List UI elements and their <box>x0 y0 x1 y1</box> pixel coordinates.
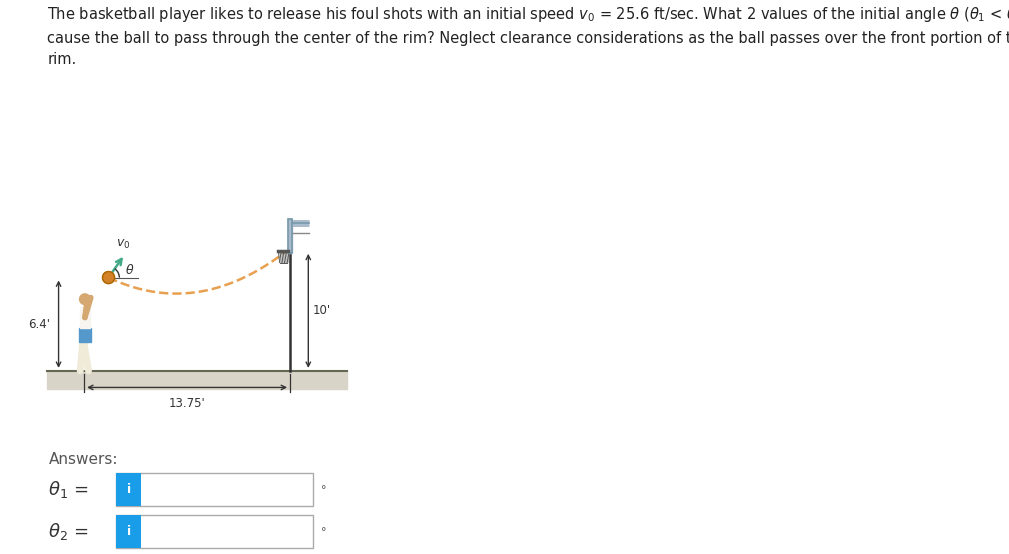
Text: i: i <box>126 525 131 538</box>
Text: 10': 10' <box>313 304 330 317</box>
Bar <box>288 219 292 253</box>
Text: $\theta_2$ =: $\theta_2$ = <box>48 521 89 542</box>
FancyBboxPatch shape <box>116 473 313 506</box>
Text: $v_0$: $v_0$ <box>116 238 130 251</box>
Text: 13.75': 13.75' <box>169 397 206 410</box>
Bar <box>288 219 292 253</box>
Text: 6.4': 6.4' <box>28 317 50 331</box>
Bar <box>81 306 90 328</box>
Text: $\theta_1$ =: $\theta_1$ = <box>48 479 89 500</box>
FancyBboxPatch shape <box>116 515 141 548</box>
Bar <box>79 327 91 342</box>
Text: °: ° <box>321 485 326 495</box>
Text: i: i <box>126 483 131 496</box>
Text: °: ° <box>321 527 326 537</box>
Circle shape <box>80 294 90 305</box>
FancyBboxPatch shape <box>116 515 313 548</box>
Text: The basketball player likes to release his foul shots with an initial speed $v_0: The basketball player likes to release h… <box>47 5 1009 67</box>
FancyBboxPatch shape <box>116 473 141 506</box>
Text: $\theta$: $\theta$ <box>124 263 134 276</box>
Circle shape <box>103 271 114 284</box>
Bar <box>46 371 347 389</box>
Text: Answers:: Answers: <box>48 452 118 467</box>
